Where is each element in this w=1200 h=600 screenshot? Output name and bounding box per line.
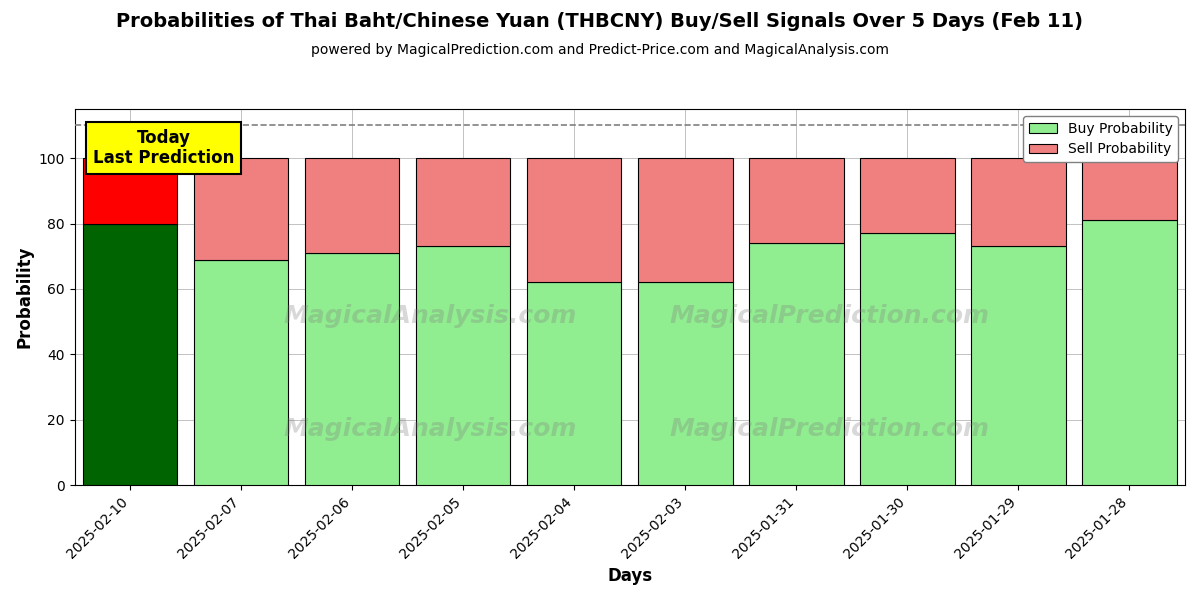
Bar <box>416 247 510 485</box>
Bar <box>194 158 288 260</box>
Text: MagicalPrediction.com: MagicalPrediction.com <box>670 417 990 441</box>
Bar <box>749 243 844 485</box>
Bar <box>527 158 622 283</box>
Bar <box>971 247 1066 485</box>
Bar <box>416 158 510 247</box>
Text: MagicalAnalysis.com: MagicalAnalysis.com <box>283 304 577 328</box>
Text: powered by MagicalPrediction.com and Predict-Price.com and MagicalAnalysis.com: powered by MagicalPrediction.com and Pre… <box>311 43 889 57</box>
Bar <box>638 283 732 485</box>
Legend: Buy Probability, Sell Probability: Buy Probability, Sell Probability <box>1024 116 1178 162</box>
Bar <box>971 158 1066 247</box>
Bar <box>527 283 622 485</box>
Bar <box>305 253 400 485</box>
Bar <box>83 224 178 485</box>
Text: Probabilities of Thai Baht/Chinese Yuan (THBCNY) Buy/Sell Signals Over 5 Days (F: Probabilities of Thai Baht/Chinese Yuan … <box>116 12 1084 31</box>
X-axis label: Days: Days <box>607 567 653 585</box>
Bar <box>860 233 955 485</box>
Text: MagicalAnalysis.com: MagicalAnalysis.com <box>283 417 577 441</box>
Bar <box>638 158 732 283</box>
Text: MagicalPrediction.com: MagicalPrediction.com <box>670 304 990 328</box>
Text: Today
Last Prediction: Today Last Prediction <box>92 128 234 167</box>
Bar <box>1082 220 1177 485</box>
Y-axis label: Probability: Probability <box>16 246 34 349</box>
Bar <box>860 158 955 233</box>
Bar <box>749 158 844 243</box>
Bar <box>194 260 288 485</box>
Bar <box>83 158 178 224</box>
Bar <box>305 158 400 253</box>
Bar <box>1082 158 1177 220</box>
